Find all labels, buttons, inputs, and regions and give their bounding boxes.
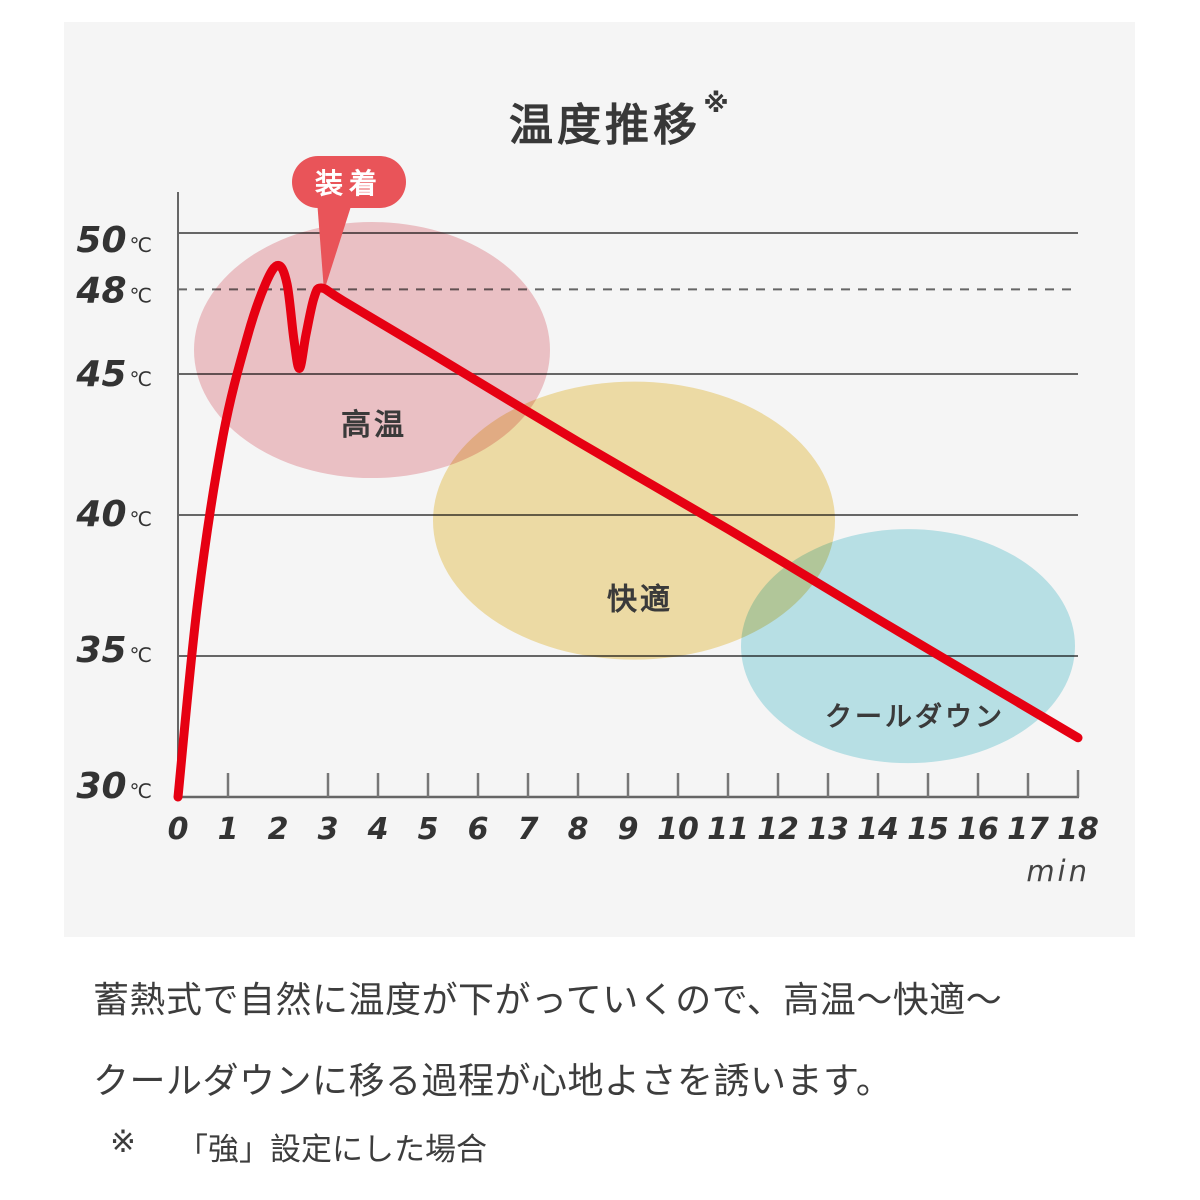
badge-label: 装着 (315, 167, 383, 200)
footnote: ※ 「強」設定にした場合 (110, 1124, 487, 1169)
title-note-mark: ※ (703, 89, 728, 119)
x-tick-label: 17 (1007, 812, 1049, 847)
x-tick-label: 12 (757, 812, 799, 847)
x-tick-label: 18 (1057, 812, 1099, 847)
x-tick-label: 5 (418, 812, 439, 847)
x-tick-label: 9 (618, 812, 639, 847)
x-tick-label: 1 (218, 812, 239, 847)
x-tick-label: 14 (857, 812, 899, 847)
x-tick-label: 6 (468, 812, 489, 847)
zone-label: 快適 (607, 583, 673, 618)
y-tick-label: 35 ℃ (76, 630, 152, 671)
y-axis-labels: 50 ℃ 48 ℃ 45 ℃ 40 ℃ 35 ℃ 30 ℃ (75, 220, 152, 807)
zone-label: クールダウン (825, 701, 1005, 733)
badge-tail (317, 200, 353, 291)
zone-ellipse (433, 381, 835, 660)
x-tick-label: 7 (518, 812, 539, 847)
x-tick-label: 10 (657, 812, 699, 847)
chart-title: 温度推移 (509, 100, 701, 151)
x-tick-label: 4 (367, 812, 389, 847)
x-tick-label: 16 (957, 812, 999, 847)
y-tick-label: 48 ℃ (75, 270, 152, 311)
x-tick-label: 2 (268, 812, 289, 847)
attachment-badge: 装着 (292, 156, 406, 291)
x-tick-label: 15 (907, 812, 949, 847)
temperature-curve (173, 260, 1083, 802)
x-axis-unit: min (1026, 854, 1090, 888)
x-axis-ticks (226, 770, 1080, 797)
x-tick-label: 13 (807, 812, 849, 847)
x-tick-label: 3 (318, 812, 339, 847)
caption-line-1: 蓄熱式で自然に温度が下がっていくので、高温〜快適〜 (93, 980, 1003, 1021)
y-tick-label: 40 ℃ (75, 494, 152, 535)
footnote-mark: ※ (110, 1124, 136, 1160)
x-tick-label: 0 (168, 812, 189, 847)
x-axis-labels: 0 1 2 3 4 5 6 7 8 9 10 11 12 13 14 15 16 17 18 (168, 812, 1099, 847)
caption-line-2: クールダウンに移る過程が心地よさを誘います。 (93, 1061, 893, 1102)
footnote-text: 「強」設定にした場合 (176, 1132, 487, 1168)
zone-label: 高温 (341, 408, 407, 443)
axes (177, 192, 1080, 799)
x-tick-label: 11 (707, 812, 749, 847)
y-tick-label: 50 ℃ (76, 220, 152, 261)
x-tick-label: 8 (568, 812, 589, 847)
badge-pill (292, 156, 406, 208)
y-tick-label: 45 ℃ (75, 354, 152, 395)
y-tick-label: 30 ℃ (76, 766, 152, 807)
